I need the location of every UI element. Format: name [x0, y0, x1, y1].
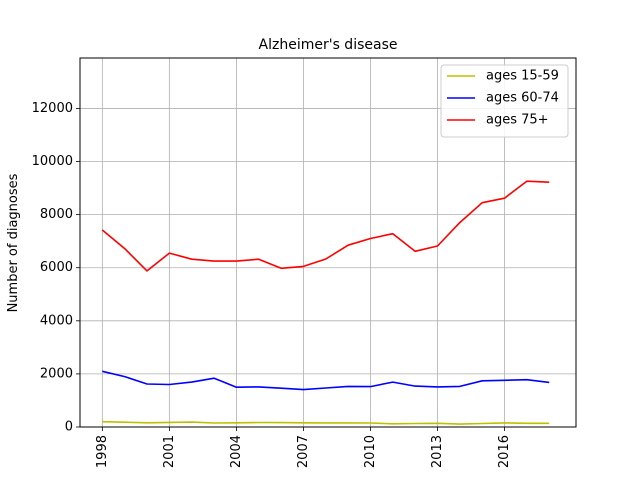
y-tick-label: 12000	[32, 101, 73, 116]
y-tick-label: 10000	[32, 154, 73, 169]
x-tick-label: 2013	[430, 435, 445, 468]
x-tick-label: 2010	[363, 435, 378, 468]
x-tick-label: 1998	[95, 435, 110, 468]
plot-frame	[79, 57, 577, 428]
y-tick-label: 0	[65, 420, 73, 435]
series-line-2	[101, 180, 550, 272]
y-axis: 0 2000 4000 6000 8000 10000 12000	[32, 101, 80, 435]
x-tick-label: 2004	[229, 435, 244, 468]
y-axis-label: Number of diagnoses	[6, 173, 21, 312]
y-tick-label: 2000	[40, 366, 73, 381]
y-tick-label: 8000	[40, 207, 73, 222]
y-tick-label: 6000	[40, 260, 73, 275]
legend-box	[440, 64, 569, 138]
x-tick-label: 2007	[296, 435, 311, 468]
chart-title: Alzheimer's disease	[259, 37, 398, 53]
legend-label: ages 75+	[486, 113, 549, 128]
legend-label: ages 60-74	[486, 91, 559, 106]
y-tick-label: 4000	[40, 313, 73, 328]
x-axis: 1998 2001 2004 2007 2010 2013 2016	[95, 427, 512, 468]
x-tick-label: 2016	[497, 435, 512, 468]
legend-label: ages 15-59	[486, 69, 559, 84]
series-line-0	[102, 420, 550, 425]
legend: ages 15-59 ages 60-74 ages 75+	[440, 64, 569, 138]
series-line-1	[102, 370, 550, 391]
x-tick-label: 2001	[162, 435, 177, 468]
series-group	[101, 180, 550, 425]
